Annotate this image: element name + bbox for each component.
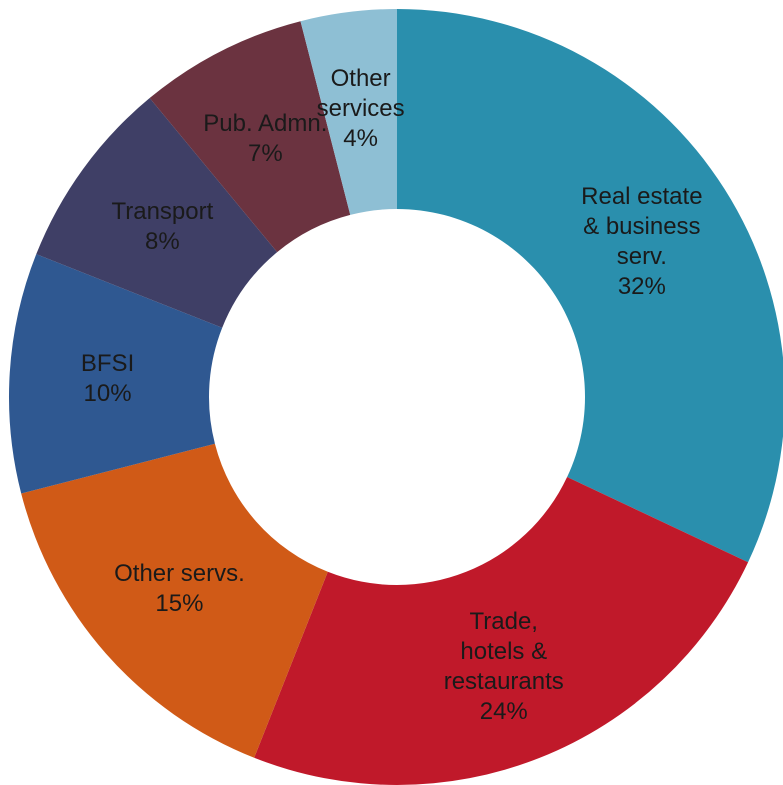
slice [397,9,783,563]
slice [254,477,749,785]
category-label: Real estate & business serv. [581,182,703,270]
slice [300,9,397,215]
category-label: Transport [111,197,214,225]
slice-label: Pub. Admn. 7% [203,109,327,169]
slice-label: Transport 8% [111,197,213,257]
value-label: 10% [83,379,132,407]
category-label: Pub. Admn. [203,109,328,137]
category-label: Other services [316,65,405,123]
slice [8,254,223,494]
value-label: 15% [155,589,204,617]
slice [149,21,351,253]
category-label: Trade, hotels & restaurants [443,607,564,695]
slice [36,98,278,328]
value-label: 24% [479,697,528,725]
slice-label: Real estate & business serv. 32% [581,182,702,302]
value-label: 4% [343,125,378,153]
value-label: 32% [617,272,666,300]
category-label: Other servs. [114,559,245,587]
slice-label: Other services 4% [317,64,405,154]
slice [21,443,328,758]
slice-label: Trade, hotels & restaurants 24% [444,607,564,727]
slice-label: Other servs. 15% [114,559,245,619]
slice-label: BFSI 10% [81,349,134,409]
value-label: 7% [247,139,283,167]
category-label: BFSI [80,349,135,377]
value-label: 8% [145,227,180,255]
